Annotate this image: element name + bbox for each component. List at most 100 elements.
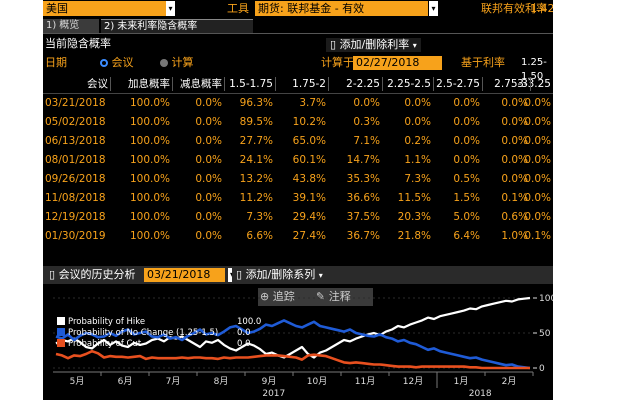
probability-cell: 0.0% xyxy=(501,116,528,128)
meeting-date-cell: 05/02/2018 xyxy=(45,116,106,128)
track-button[interactable]: ⊕ 追踪 xyxy=(260,289,295,305)
table-body: 03/21/2018 100.0% 0.0% 96.3% 3.7% 0.0% 0.0% 0.0… xyxy=(43,94,553,246)
probability-cell: 0.0% xyxy=(453,97,480,109)
tab-implied-probability[interactable]: 2) 未来利率隐含概率 xyxy=(101,19,253,34)
history-label: ▯ 会议的历史分析 xyxy=(49,268,136,282)
probability-cell: 14.7% xyxy=(346,154,380,166)
probability-cell: 89.5% xyxy=(239,116,273,128)
annotate-label: 注释 xyxy=(328,290,351,303)
table-row[interactable]: 09/26/2018 100.0% 0.0% 13.2% 43.8% 35.3% 7.3% 0… xyxy=(43,170,553,189)
probability-cell: 35.3% xyxy=(346,173,380,185)
region-value: 美国 xyxy=(46,2,68,15)
history-chart[interactable]: 0 50 100 5月 6月 7月 8月 9月 10月 11月 12月 1月 2月 2017 2018 xyxy=(43,284,553,400)
radio-calc[interactable]: 计算 xyxy=(160,56,194,70)
tab-overview-label: 概览 xyxy=(59,20,80,31)
radio-meeting[interactable]: 会议 xyxy=(100,56,134,70)
probability-cell: 0.6% xyxy=(501,211,528,223)
probability-cell: 13.2% xyxy=(239,173,273,185)
meeting-date-cell: 03/21/2018 xyxy=(45,97,106,109)
probability-cell: 65.0% xyxy=(292,135,326,147)
column-header[interactable]: 1.75-2 xyxy=(292,78,326,90)
column-header[interactable]: 2.25-2.5 xyxy=(387,78,431,90)
probability-cell: 0.0% xyxy=(524,192,551,204)
column-header[interactable]: 加息概率 xyxy=(128,78,170,90)
tool-dropdown-button[interactable]: ▾ xyxy=(429,1,438,16)
tool-value: 期货: 联邦基金 - 有效 xyxy=(258,2,365,15)
probability-cell: 0.0% xyxy=(453,154,480,166)
probability-cell: 39.1% xyxy=(292,192,326,204)
terminal-screen: 美国 ▾ 工具 期货: 联邦基金 - 有效 ▾ 联邦有效利率 1.42 1) 概览… xyxy=(43,0,553,400)
tab-implied-probability-label: 未来利率隐含概率 xyxy=(117,21,198,32)
probability-cell: 0.0% xyxy=(501,154,528,166)
legend-item[interactable]: Probability of Cut 0.0 xyxy=(57,339,307,350)
column-header[interactable]: 2.5-2.75 xyxy=(436,78,480,90)
column-header[interactable]: 1.5-1.75 xyxy=(229,78,273,90)
x-tick-label: 5月 xyxy=(70,376,85,387)
meeting-date-cell: 06/13/2018 xyxy=(45,135,106,147)
x-tick-label: 2月 xyxy=(502,376,517,387)
table-row[interactable]: 08/01/2018 100.0% 0.0% 24.1% 60.1% 14.7% 1.1% 0… xyxy=(43,151,553,170)
add-remove-series-button[interactable]: ▯ 添加/删除系列 ▾ xyxy=(232,268,327,282)
table-row[interactable]: 05/02/2018 100.0% 0.0% 89.5% 10.2% 0.3% 0.0% 0.… xyxy=(43,113,553,132)
legend-value: 0.0 xyxy=(237,339,251,349)
chevron-down-icon: ▾ xyxy=(431,4,436,13)
radio-calc-label: 计算 xyxy=(171,56,194,69)
column-header[interactable]: 2.75-3 xyxy=(494,78,528,90)
region-field[interactable]: 美国 xyxy=(43,1,166,16)
probability-cell: 6.6% xyxy=(246,230,273,242)
probability-cell: 11.2% xyxy=(239,192,273,204)
legend-name: Probability of Cut xyxy=(68,339,142,349)
probability-cell: 7.3% xyxy=(246,211,273,223)
table-row[interactable]: 06/13/2018 100.0% 0.0% 27.7% 65.0% 7.1% 0.2% 0.… xyxy=(43,132,553,151)
add-remove-rates-button[interactable]: ▯ 添加/删除利率 ▾ xyxy=(326,38,421,52)
radio-unselected-icon xyxy=(160,59,168,67)
table-header: 会议 加息概率 减息概率 1.5-1.75 1.75-2 2-2.25 2.25-2.5 2.… xyxy=(43,75,553,94)
column-separator xyxy=(382,77,383,91)
probability-cell: 0.0% xyxy=(524,135,551,147)
probability-cell: 29.4% xyxy=(292,211,326,223)
column-header[interactable]: 3-3.25 xyxy=(517,78,551,90)
table-row[interactable]: 01/30/2019 100.0% 0.0% 6.6% 27.4% 36.7% 21.8% 6… xyxy=(43,227,553,246)
region-dropdown-button[interactable]: ▾ xyxy=(166,1,175,16)
x-tick-label: 9月 xyxy=(262,376,277,387)
legend-swatch xyxy=(57,339,65,347)
probability-cell: 0.3% xyxy=(353,116,380,128)
tab-overview[interactable]: 1) 概览 xyxy=(43,19,99,33)
annotate-button[interactable]: ✎ 注释 xyxy=(316,289,351,305)
add-remove-rates-label: 添加/删除利率 xyxy=(339,38,410,51)
probability-cell: 0.5% xyxy=(453,173,480,185)
column-separator xyxy=(433,77,434,91)
probability-cell: 20.3% xyxy=(397,211,431,223)
column-header[interactable]: 2-2.25 xyxy=(346,78,380,90)
y-tick-label: 100 xyxy=(539,294,553,304)
probability-cell: 0.0% xyxy=(195,173,222,185)
probability-cell: 11.5% xyxy=(397,192,431,204)
legend-item[interactable]: Probability of Hike 100.0 xyxy=(57,317,307,328)
probability-cell: 24.1% xyxy=(239,154,273,166)
table-row[interactable]: 11/08/2018 100.0% 0.0% 11.2% 39.1% 36.6% 11.5%… xyxy=(43,189,553,208)
chevron-down-icon: ▾ xyxy=(412,41,417,50)
legend-item[interactable]: Probability of No Change (1.25-1.5) 0.0 xyxy=(57,328,307,339)
history-icon: ▯ xyxy=(49,268,56,281)
y-tick-label: 50 xyxy=(539,329,551,339)
calc-date-field[interactable]: 02/27/2018 xyxy=(353,56,442,70)
tool-field[interactable]: 期货: 联邦基金 - 有效 xyxy=(255,1,428,16)
probability-cell: 6.4% xyxy=(453,230,480,242)
legend-swatch xyxy=(57,328,65,336)
column-header[interactable]: 减息概率 xyxy=(180,78,222,90)
probability-cell: 0.0% xyxy=(195,116,222,128)
probability-cell: 100.0% xyxy=(129,154,170,166)
probability-cell: 60.1% xyxy=(292,154,326,166)
table-row[interactable]: 12/19/2018 100.0% 0.0% 7.3% 29.4% 37.5% 20.3% 5… xyxy=(43,208,553,227)
calc-date-value: 02/27/2018 xyxy=(356,56,420,69)
column-separator xyxy=(530,77,531,91)
column-header[interactable]: 会议 xyxy=(87,78,108,90)
chevron-down-icon: ▾ xyxy=(318,271,323,280)
year-label: 2017 xyxy=(262,389,285,399)
table-row[interactable]: 03/21/2018 100.0% 0.0% 96.3% 3.7% 0.0% 0.0% 0.0… xyxy=(43,94,553,113)
history-date-field[interactable]: 03/21/2018 xyxy=(144,268,225,282)
probability-cell: 5.0% xyxy=(453,211,480,223)
add-remove-series-label: 添加/删除系列 xyxy=(245,268,316,281)
calc-date-label: 计算于 xyxy=(321,56,354,69)
x-tick-label: 1月 xyxy=(454,376,469,387)
